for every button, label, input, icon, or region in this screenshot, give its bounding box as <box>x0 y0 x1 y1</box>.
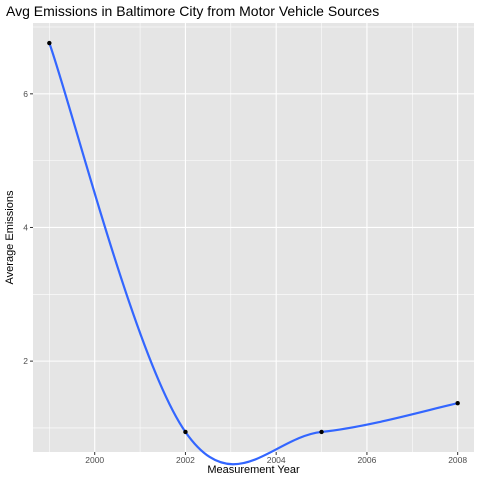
data-point <box>455 401 460 406</box>
chart-title: Avg Emissions in Baltimore City from Mot… <box>6 3 379 19</box>
data-point <box>183 429 188 435</box>
y-tick-label: 4 <box>23 222 28 232</box>
x-axis-title: Measurement Year <box>207 464 300 476</box>
x-tick-label: 2008 <box>448 455 467 465</box>
y-axis: 2 4 6 <box>23 89 33 366</box>
x-tick-label: 2004 <box>267 455 286 465</box>
x-tick-label: 2000 <box>85 455 104 465</box>
y-axis-title: Average Emissions <box>4 190 16 284</box>
grid-minor <box>33 23 474 452</box>
smooth-line-layer <box>48 41 459 466</box>
y-tick-label: 2 <box>23 356 28 366</box>
grid-major <box>33 23 474 452</box>
y-tick-label: 6 <box>23 89 28 99</box>
plot-panel <box>33 23 474 452</box>
data-points-layer <box>47 40 460 435</box>
x-axis: 2000 2002 2004 2006 2008 <box>85 452 467 465</box>
smooth-trend-line <box>48 41 459 466</box>
x-tick-label: 2002 <box>176 455 195 465</box>
x-tick-label: 2006 <box>357 455 376 465</box>
data-point <box>319 429 324 435</box>
data-point <box>47 40 52 46</box>
